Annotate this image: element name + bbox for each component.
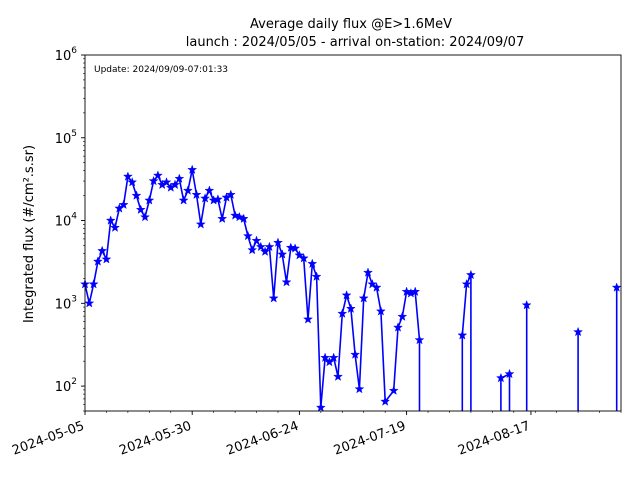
data-point <box>393 322 403 332</box>
data-point <box>414 334 425 345</box>
data-point <box>375 306 386 316</box>
data-point <box>311 271 322 281</box>
data-point <box>277 249 288 259</box>
data-point <box>350 349 361 359</box>
series-line <box>84 169 421 411</box>
data-point <box>611 282 622 292</box>
y-tick-label: 104 <box>55 212 78 230</box>
data-point <box>97 245 108 256</box>
data-point <box>88 279 99 289</box>
data-point <box>251 235 262 245</box>
y-tick-label: 103 <box>55 294 77 312</box>
x-tick-label: 2024-08-17 <box>456 419 532 459</box>
y-tick-label: 106 <box>55 46 78 64</box>
data-point <box>217 213 228 223</box>
series-line <box>500 373 511 411</box>
data-point <box>380 396 391 406</box>
data-point <box>247 244 258 255</box>
data-point <box>324 356 335 367</box>
data-point <box>101 254 112 264</box>
data-point <box>122 171 133 181</box>
y-axis: 102 103 104 105 106 <box>55 46 85 412</box>
data-point <box>457 330 468 340</box>
data-point <box>504 368 515 379</box>
data-point <box>281 277 292 287</box>
data-point <box>140 211 150 222</box>
data-point <box>573 326 584 337</box>
data-point <box>187 164 198 174</box>
data-point <box>273 237 283 247</box>
data-point <box>358 293 369 303</box>
plot-frame <box>84 54 622 412</box>
data-point <box>521 300 532 310</box>
data-point <box>182 185 193 195</box>
data-point <box>465 269 476 280</box>
x-axis: 2024-05-05 2024-05-30 2024-06-24 2024-07-19… <box>10 411 622 459</box>
data-point <box>290 243 301 253</box>
data-point <box>238 213 249 223</box>
data-point <box>354 383 365 394</box>
data-point <box>178 195 189 205</box>
data-point <box>328 352 339 362</box>
data-point <box>397 311 408 321</box>
data-point <box>315 402 326 412</box>
data-point <box>174 173 185 183</box>
data-point <box>496 372 506 383</box>
chart-marks <box>80 164 622 412</box>
data-point <box>341 290 352 300</box>
data-point <box>320 352 331 362</box>
data-point <box>105 215 116 225</box>
data-point <box>388 385 399 395</box>
data-point <box>303 314 313 324</box>
update-annotation: Update: 2024/09/09-07:01:33 <box>94 65 228 75</box>
data-point <box>225 189 236 199</box>
data-point <box>195 219 206 229</box>
chart-title-line1: Average daily flux @E>1.6MeV <box>250 17 452 32</box>
y-axis-label: Integrated flux (#/cm².s.sr) <box>22 145 37 323</box>
series-line <box>461 274 472 411</box>
y-tick-label: 105 <box>55 129 77 147</box>
data-point <box>213 194 223 204</box>
data-point <box>264 241 275 252</box>
data-point <box>401 286 412 296</box>
data-point <box>170 179 180 190</box>
y-tick-label: 102 <box>55 377 77 395</box>
data-point <box>298 253 309 263</box>
data-point <box>204 185 215 195</box>
data-point <box>234 211 245 222</box>
data-point <box>371 282 382 292</box>
data-point <box>337 308 348 318</box>
data-point <box>127 177 138 187</box>
data-point <box>84 298 95 308</box>
data-point <box>307 258 318 268</box>
x-tick-label: 2024-06-24 <box>225 419 301 459</box>
data-point <box>92 256 103 266</box>
x-tick-label: 2024-05-30 <box>117 419 193 459</box>
data-point <box>191 189 202 199</box>
data-point <box>255 241 266 252</box>
data-point <box>144 195 155 205</box>
data-point <box>200 193 210 203</box>
data-point <box>152 170 163 180</box>
data-point <box>461 279 472 289</box>
data-point <box>345 303 356 313</box>
data-point <box>363 267 373 277</box>
data-point <box>118 199 129 209</box>
data-point <box>410 286 421 296</box>
data-point <box>333 371 343 381</box>
chart-title-line2: launch : 2024/05/05 - arrival on-station… <box>186 35 524 50</box>
data-point <box>110 222 120 232</box>
data-point <box>131 190 142 200</box>
x-tick-label: 2024-05-05 <box>10 419 86 459</box>
data-point <box>230 210 241 220</box>
data-point <box>135 204 146 214</box>
data-point <box>268 293 279 303</box>
data-point <box>148 175 159 186</box>
data-point <box>161 177 172 187</box>
x-tick-label: 2024-07-19 <box>332 419 408 459</box>
data-point <box>260 246 271 256</box>
data-point <box>243 230 253 241</box>
